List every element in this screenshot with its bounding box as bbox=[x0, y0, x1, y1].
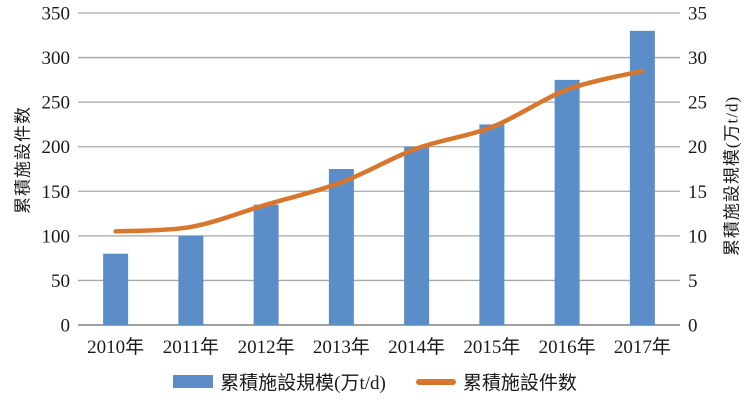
x-axis-label: 2012年 bbox=[238, 336, 295, 358]
right-axis-tick-label: 25 bbox=[688, 93, 707, 114]
bar-2013 bbox=[328, 169, 354, 325]
bar-2015 bbox=[479, 124, 505, 325]
x-axis-label: 2016年 bbox=[539, 336, 596, 358]
legend-label-line-series: 累積施設件数 bbox=[462, 373, 577, 394]
x-axis-label: 2017年 bbox=[614, 336, 671, 358]
right-axis-title: 累積施設規模(万t/d) bbox=[722, 95, 742, 257]
right-axis-tick-label: 30 bbox=[688, 48, 707, 69]
legend: 累積施設規模(万t/d) 累積施設件数 bbox=[0, 368, 750, 395]
legend-item-bar-series: 累積施設規模(万t/d) bbox=[173, 368, 386, 395]
right-axis-tick-label: 15 bbox=[688, 182, 707, 203]
right-axis-tick-label: 0 bbox=[688, 316, 698, 337]
legend-label-bar-series: 累積施設規模(万t/d) bbox=[220, 373, 386, 394]
line-series-swatch-icon bbox=[415, 378, 456, 385]
bar-series-swatch-icon bbox=[173, 375, 214, 388]
bar-2011 bbox=[178, 235, 204, 325]
left-axis-tick-label: 300 bbox=[42, 48, 71, 69]
x-axis-label: 2015年 bbox=[463, 336, 520, 358]
x-axis-label: 2011年 bbox=[163, 336, 219, 358]
plot-area: 0 0 50 5 100 10 150 15 200 20 250 25 300 30 350 35 2010年… bbox=[42, 4, 708, 359]
right-axis-tick-label: 35 bbox=[688, 4, 707, 25]
right-axis-tick-label: 10 bbox=[688, 226, 707, 247]
right-axis-tick-label: 5 bbox=[688, 271, 698, 292]
x-axis-label: 2014年 bbox=[388, 336, 445, 358]
left-axis-tick-label: 0 bbox=[61, 316, 71, 337]
left-axis-tick-label: 250 bbox=[42, 93, 71, 114]
left-axis-tick-label: 150 bbox=[42, 182, 71, 203]
left-axis-tick-label: 50 bbox=[51, 271, 70, 292]
right-axis-tick-label: 20 bbox=[688, 137, 707, 158]
bar-2017 bbox=[629, 30, 655, 325]
x-axis-label: 2013年 bbox=[313, 336, 370, 358]
bar-2016 bbox=[554, 79, 580, 325]
bar-2010 bbox=[103, 253, 129, 325]
bar-2014 bbox=[404, 146, 430, 325]
line-series-path bbox=[113, 68, 645, 234]
legend-item-line-series: 累積施設件数 bbox=[415, 368, 577, 395]
left-axis-tick-label: 100 bbox=[42, 226, 71, 247]
left-axis-tick-label: 200 bbox=[42, 137, 71, 158]
x-axis-label: 2010年 bbox=[87, 336, 144, 358]
bar-2012 bbox=[253, 204, 279, 325]
left-axis-tick-label: 350 bbox=[42, 4, 71, 25]
